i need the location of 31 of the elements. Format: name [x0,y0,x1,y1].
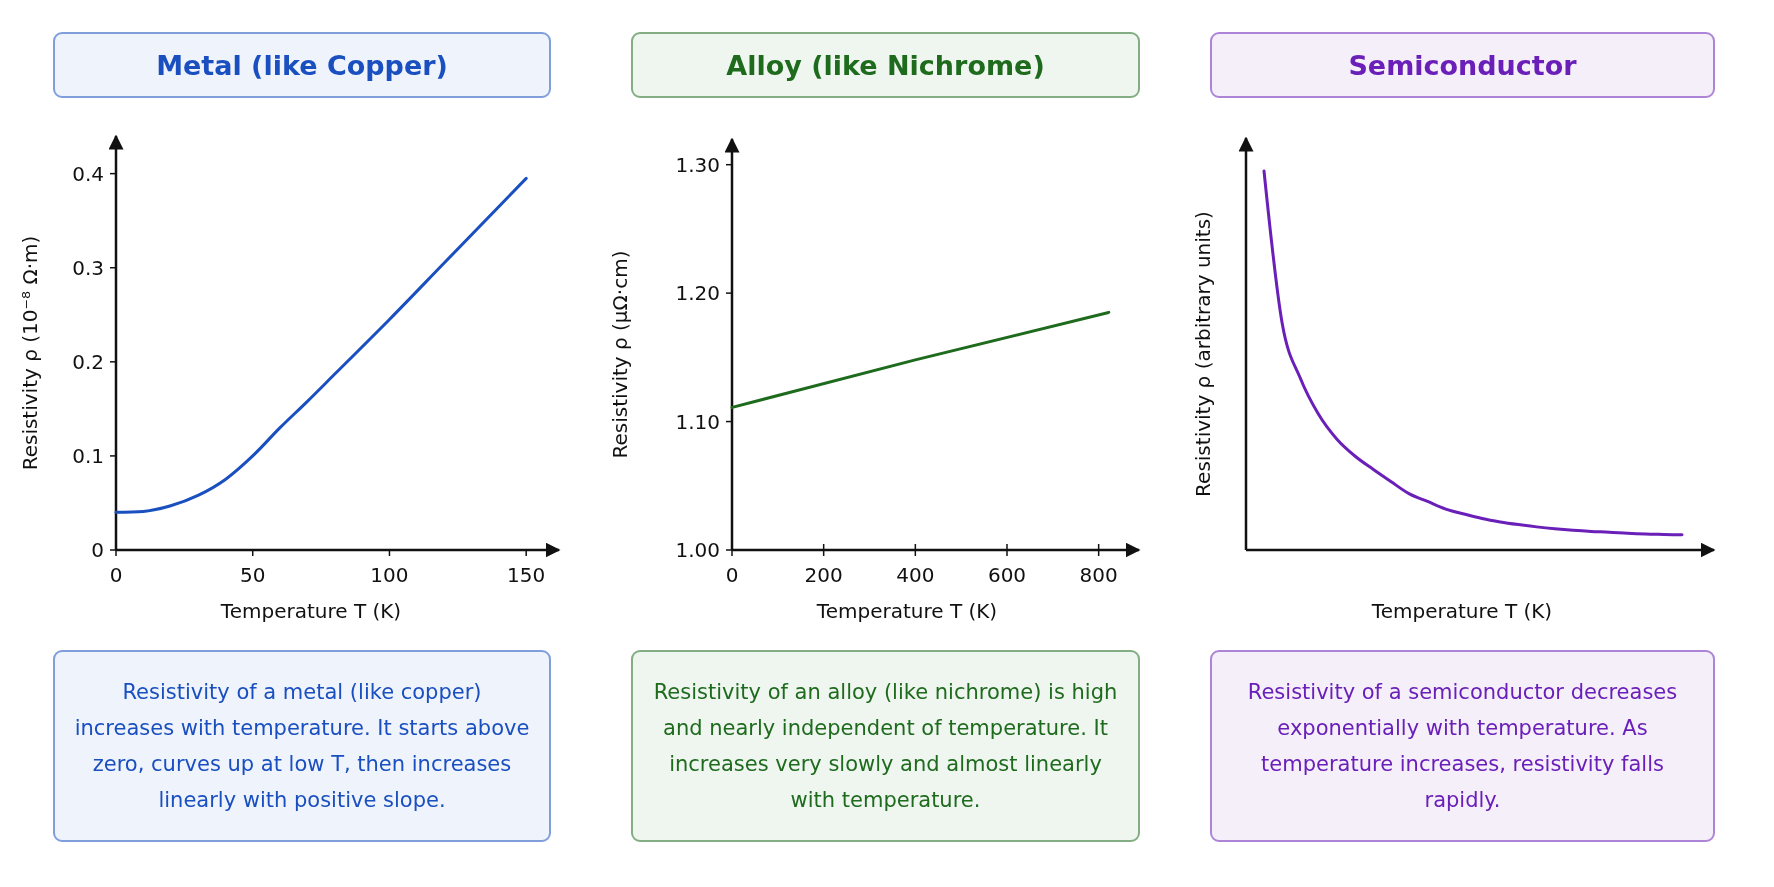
y-tick-label: 1.00 [675,538,720,562]
chart-title: Metal (like Copper) [156,50,448,81]
y-axis-title: Resistivity ρ (arbitrary units) [1191,211,1215,497]
x-tick-label: 0 [109,563,123,587]
y-axis-title: Resistivity ρ (10⁻⁸ Ω·m) [18,235,42,471]
x-tick-label: 50 [240,563,266,587]
y-tick-label: 0.2 [72,349,104,374]
y-tick-label: 0.4 [72,161,104,186]
y-tick-label: 0.1 [72,443,104,468]
text: Resistivity of a metal (like copper) increases with temperature. It starts above zero, curves up at low T, then increases linearly with positive slope. [74,679,530,814]
text: Resistivity of an alloy (like nichrome) is high and nearly independent of temperature. It increases very slowly and almost linearly with temperature. [652,679,1119,814]
x-tick-label: 600 [987,563,1027,587]
x-tick-label: 150 [507,563,546,587]
y-tick-label: 1.30 [675,152,720,177]
chart-title: Semiconductor [1348,50,1578,81]
y-tick-label: 1.20 [675,281,720,306]
x-tick-label: 800 [1079,563,1118,587]
chart-title: Alloy (like Nichrome) [726,50,1045,81]
x-tick-label: 200 [804,563,843,587]
y-axis-title: Resistivity ρ (μΩ·cm) [608,250,632,459]
text: Resistivity of a semiconductor decreases exponentially with temperature. As temperature increases, resistivity falls rapidly. [1246,679,1679,814]
x-tick-label: 0 [725,563,739,587]
x-axis-title: Temperature T (K) [1370,599,1553,623]
x-tick-label: 400 [896,563,935,587]
x-axis-title: Temperature T (K) [219,599,402,623]
y-tick-label: 0 [91,538,104,562]
y-tick-label: 0.3 [72,255,104,280]
line-series [114,176,528,514]
x-tick-label: 100 [370,563,409,587]
y-tick-label: 1.10 [675,409,720,434]
x-axis-title: Temperature T (K) [815,599,998,623]
